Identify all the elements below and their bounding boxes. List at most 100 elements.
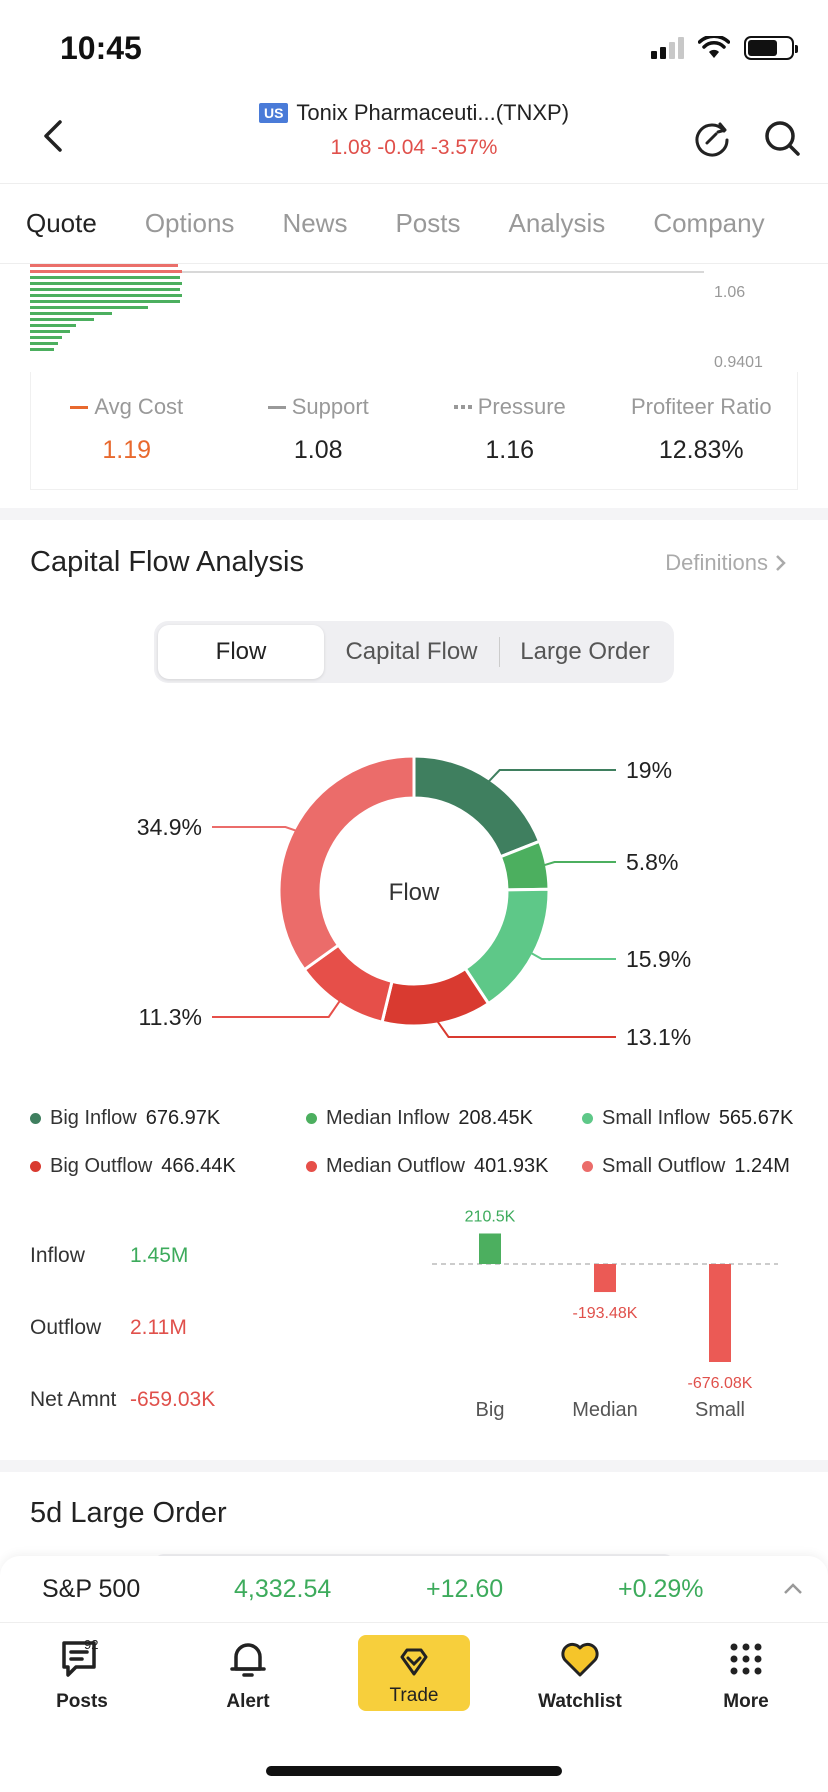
segment-capital-flow[interactable]: Capital Flow	[324, 637, 500, 667]
net-amount-value: -659.03K	[130, 1388, 216, 1411]
donut-center-label: Flow	[389, 879, 440, 906]
avg-cost-value: 1.19	[102, 436, 152, 464]
inflow-label: Inflow	[30, 1244, 85, 1267]
legend-dot	[582, 1160, 593, 1172]
index-ticker-bar[interactable]: S&P 500 4,332.54 +12.60 +0.29%	[0, 1556, 828, 1622]
segment-large-order[interactable]: Large Order	[520, 638, 650, 665]
stock-name: Tonix Pharmaceuti...(TNXP)	[296, 100, 570, 125]
legend-big-inflow: Big Inflow 676.97K	[30, 1107, 306, 1130]
outflow-value: 2.11M	[130, 1316, 187, 1339]
status-bar: 10:45	[0, 0, 828, 90]
donut-slice-big-inflow	[412, 754, 542, 859]
donut-leader-median-inflow	[542, 861, 616, 867]
wifi-icon	[698, 36, 730, 58]
net-flow-bar-chart: 210.5K Big -193.48K Median -676.08K Small	[432, 1208, 778, 1421]
nav-posts-label: Posts	[56, 1691, 108, 1712]
battery-icon	[744, 36, 798, 60]
support-stat: Support 1.08	[223, 372, 415, 489]
donut-leader-big-outflow	[435, 1019, 616, 1038]
bottom-navigation: 92 Posts Alert Trade Watchlist Mo	[0, 1622, 828, 1792]
legend-value: 1.24M	[734, 1154, 790, 1177]
donut-leader-small-inflow	[529, 951, 616, 960]
nav-trade-button[interactable]: Trade	[358, 1635, 470, 1711]
pressure-label: Pressure	[477, 394, 566, 419]
legend-small-outflow: Small Outflow 1.24M	[582, 1155, 790, 1178]
section-divider	[0, 1460, 828, 1472]
donut-slice-small-outflow	[277, 754, 416, 972]
legend-median-outflow: Median Outflow 401.93K	[306, 1155, 582, 1178]
donut-leader-small-outflow	[212, 826, 298, 833]
donut-leader-big-inflow	[486, 769, 616, 784]
legend-small-inflow: Small Inflow 565.67K	[582, 1107, 793, 1130]
capital-flow-title: Capital Flow Analysis	[30, 546, 304, 578]
index-change: +12.60	[426, 1574, 504, 1603]
net-bar-median	[594, 1264, 616, 1293]
chevron-up-icon[interactable]	[780, 1576, 806, 1602]
definitions-label: Definitions	[665, 550, 768, 575]
chip-distribution-chart: 1.06 0.9401	[30, 264, 798, 372]
net-bar-value-median: -193.48K	[573, 1305, 638, 1322]
tab-posts[interactable]: Posts	[395, 208, 461, 238]
trade-diamond-icon	[400, 1648, 428, 1676]
profiteer-ratio-value: 12.83%	[658, 436, 744, 464]
donut-label-big-inflow: 19%	[626, 757, 672, 783]
search-icon[interactable]	[762, 118, 802, 158]
pressure-value: 1.16	[485, 436, 535, 464]
index-value: 4,332.54	[234, 1574, 332, 1603]
flow-donut-chart: Flow 19% 5.8% 15.9% 13.1% 11.3% 34.9%	[137, 754, 691, 1050]
segment-flow[interactable]: Flow	[158, 625, 324, 679]
definitions-link[interactable]: Definitions	[665, 550, 788, 576]
tab-company[interactable]: Company	[653, 208, 765, 238]
donut-leader-median-outflow	[212, 999, 342, 1018]
legend-dot	[30, 1160, 41, 1172]
nav-more[interactable]: More	[686, 1635, 806, 1713]
nav-more-label: More	[723, 1691, 769, 1712]
tab-options[interactable]: Options	[144, 208, 235, 238]
status-time: 10:45	[60, 30, 142, 66]
nav-alert[interactable]: Alert	[188, 1635, 308, 1713]
net-bar-category-big: Big	[476, 1399, 505, 1421]
donut-label-small-inflow: 15.9%	[626, 946, 691, 972]
status-icons	[651, 36, 798, 60]
outflow-label: Outflow	[30, 1316, 102, 1339]
chevron-right-icon	[776, 555, 786, 571]
legend-label: Small Inflow	[602, 1106, 710, 1129]
flow-segmented-control: Flow Capital Flow Large Order	[154, 621, 674, 683]
back-arrow-icon[interactable]	[34, 116, 74, 156]
tab-news[interactable]: News	[282, 208, 348, 238]
avg-cost-label: Avg Cost	[94, 394, 184, 419]
bell-icon	[230, 1643, 266, 1677]
pressure-line-marker	[453, 405, 472, 409]
chip-bars	[30, 264, 704, 351]
nav-trade-label: Trade	[389, 1685, 439, 1706]
tab-quote[interactable]: Quote	[26, 208, 97, 238]
flow-summary: Inflow 1.45M Outflow 2.11M Net Amnt -659.03…	[30, 1220, 215, 1436]
support-label: Support	[291, 394, 369, 419]
tab-analysis[interactable]: Analysis	[508, 208, 606, 238]
index-name: S&P 500	[42, 1574, 141, 1603]
posts-icon	[62, 1641, 96, 1677]
net-bar-value-big: 210.5K	[465, 1208, 516, 1225]
net-bar-category-small: Small	[695, 1399, 745, 1421]
profiteer-ratio-stat: Profiteer Ratio 12.83%	[606, 372, 798, 489]
cellular-signal-icon	[651, 37, 684, 59]
legend-label: Median Inflow	[326, 1106, 450, 1129]
legend-value: 401.93K	[473, 1154, 549, 1177]
home-indicator	[266, 1766, 562, 1776]
profiteer-ratio-label: Profiteer Ratio	[630, 394, 772, 419]
legend-dot	[30, 1112, 41, 1124]
support-line-marker	[267, 405, 286, 409]
nav-posts[interactable]: 92 Posts	[22, 1635, 142, 1713]
section-divider	[0, 508, 828, 520]
stock-price-change: 1.08 -0.04 -3.57%	[330, 136, 498, 159]
legend-label: Big Inflow	[50, 1106, 137, 1129]
donut-label-median-inflow: 5.8%	[626, 849, 678, 875]
net-bar-category-median: Median	[572, 1399, 638, 1421]
net-bar-big	[479, 1233, 501, 1264]
legend-label: Small Outflow	[602, 1154, 726, 1177]
avg-cost-stat: Avg Cost 1.19	[31, 372, 223, 489]
donut-label-big-outflow: 13.1%	[626, 1024, 691, 1050]
nav-watchlist[interactable]: Watchlist	[520, 1635, 640, 1713]
support-value: 1.08	[293, 436, 343, 464]
refresh-icon[interactable]	[692, 118, 732, 158]
